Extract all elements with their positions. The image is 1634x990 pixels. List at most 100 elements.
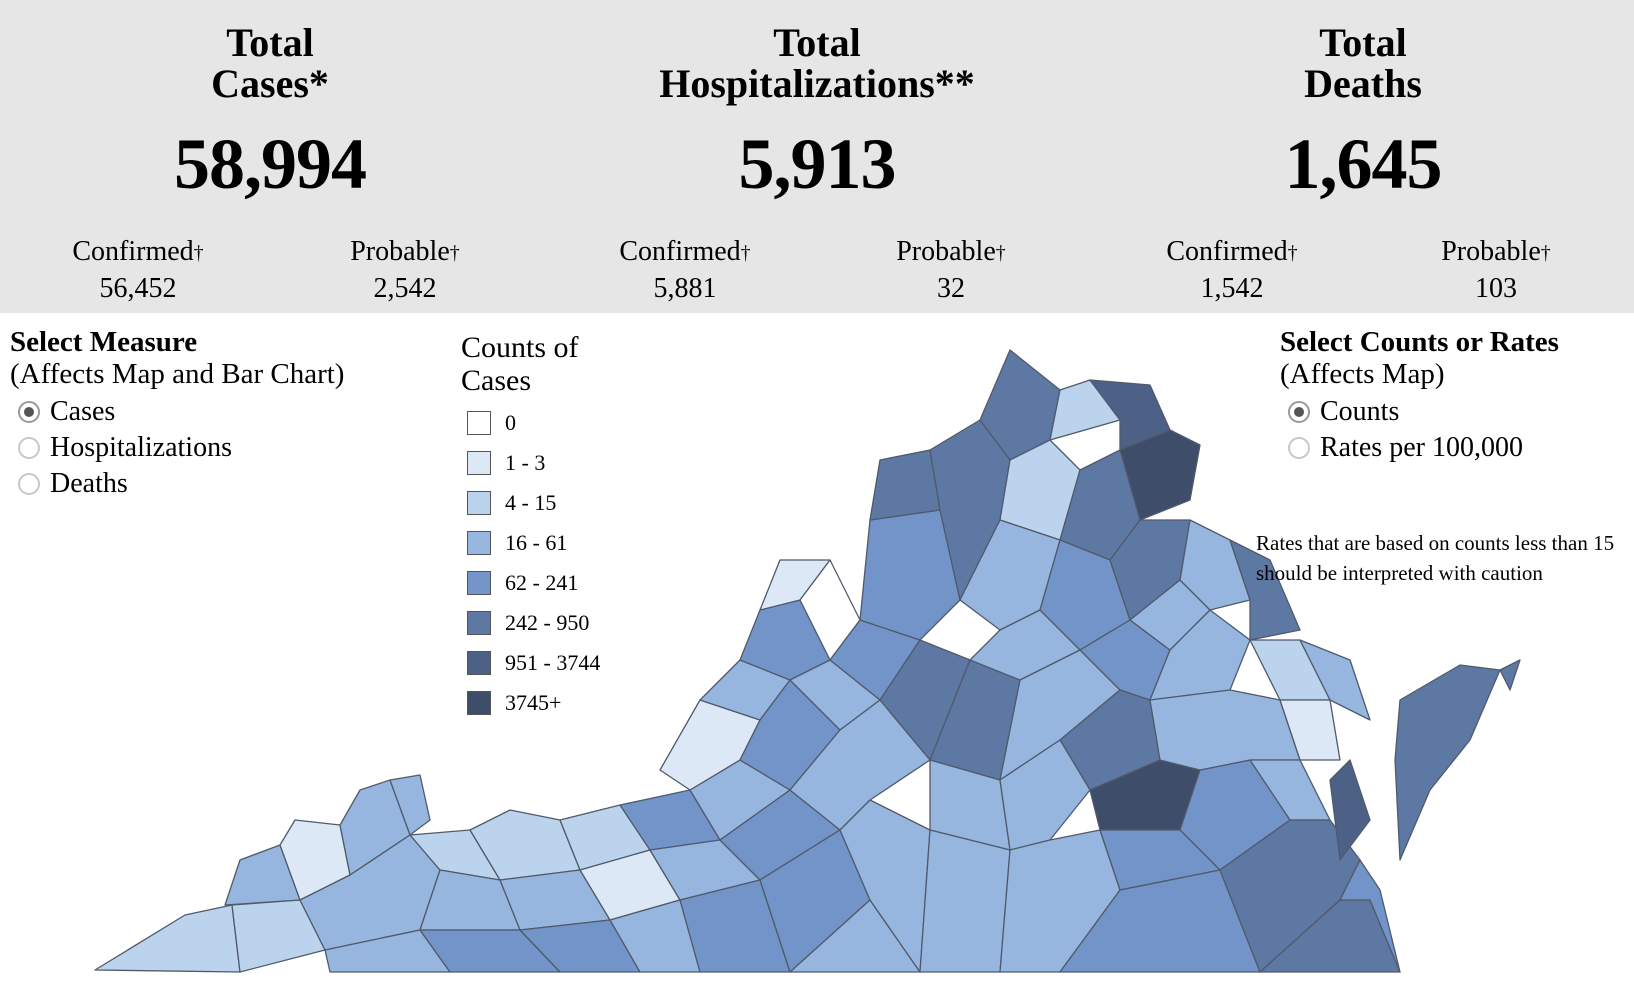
county-region[interactable] [1499, 659, 1521, 691]
legend-item: 4 - 15 [461, 483, 600, 523]
total-cases-label-line1: Total [226, 20, 314, 65]
legend-label: 242 - 950 [505, 610, 590, 635]
legend-swatch [467, 691, 491, 715]
legend-item: 242 - 950 [461, 603, 600, 643]
deaths-probable-value: 103 [1475, 273, 1517, 304]
measure-option-deaths[interactable]: Deaths [10, 466, 344, 502]
total-deaths-value: 1,645 [1284, 124, 1443, 204]
legend-swatch [467, 491, 491, 515]
dagger-mark: † [995, 242, 1006, 264]
county-region[interactable] [94, 904, 241, 973]
mode-option-label: Counts [1320, 396, 1400, 427]
county-region[interactable] [1299, 639, 1371, 721]
cases-probable: Probable† 2,542 [295, 234, 515, 307]
county-region[interactable] [919, 829, 1011, 973]
legend-label: 62 - 241 [505, 570, 579, 595]
hospitalizations-confirmed-value: 5,881 [653, 273, 717, 304]
rates-caution-note: Rates that are based on counts less than… [1256, 531, 1615, 585]
select-counts-rates-title: Select Counts or Rates [1280, 326, 1559, 358]
deaths-confirmed: Confirmed† 1,542 [1122, 234, 1342, 307]
hospitalizations-confirmed-label: Confirmed [619, 236, 741, 267]
legend-swatch [467, 611, 491, 635]
legend-swatch [467, 531, 491, 555]
mode-option-counts[interactable]: Counts [1280, 394, 1559, 430]
total-hospitalizations-label-line1: Total [773, 20, 861, 65]
cases-confirmed-label: Confirmed [72, 236, 194, 267]
deaths-confirmed-value: 1,542 [1200, 273, 1264, 304]
totals-banner: Total Cases* 58,994 Total Hospitalizatio… [0, 0, 1634, 313]
legend-label: 951 - 3744 [505, 650, 601, 675]
total-hospitalizations-value: 5,913 [738, 124, 897, 204]
county-region[interactable] [1394, 664, 1501, 861]
dagger-mark: † [193, 242, 204, 264]
legend-item: 3745+ [461, 683, 600, 723]
hospitalizations-probable-label: Probable [896, 236, 996, 267]
deaths-confirmed-label: Confirmed [1166, 236, 1288, 267]
legend-label: 3745+ [505, 690, 562, 715]
total-hospitalizations-panel: Total Hospitalizations** 5,913 [557, 22, 1077, 204]
cases-probable-label: Probable [350, 236, 450, 267]
radio-unselected-icon[interactable] [18, 437, 40, 459]
radio-selected-icon[interactable] [1288, 401, 1310, 423]
legend-swatch [467, 411, 491, 435]
cases-confirmed-value: 56,452 [99, 273, 177, 304]
legend-item: 62 - 241 [461, 563, 600, 603]
legend-swatch [467, 451, 491, 475]
deaths-probable: Probable† 103 [1386, 234, 1606, 307]
select-measure-control: Select Measure (Affects Map and Bar Char… [10, 326, 344, 502]
cases-confirmed: Confirmed† 56,452 [28, 234, 248, 307]
dagger-mark: † [449, 242, 460, 264]
county-region[interactable] [1229, 539, 1301, 641]
dagger-mark: † [1540, 242, 1551, 264]
measure-option-cases[interactable]: Cases [10, 394, 344, 430]
total-deaths-panel: Total Deaths 1,645 [1103, 22, 1623, 204]
virginia-county-map[interactable] [0, 330, 1634, 990]
total-cases-panel: Total Cases* 58,994 [10, 22, 530, 204]
cases-probable-value: 2,542 [373, 273, 437, 304]
total-deaths-label-line1: Total [1319, 20, 1407, 65]
legend-title-line2: Cases [461, 364, 531, 397]
total-hospitalizations-label-line2: Hospitalizations** [659, 61, 975, 106]
select-measure-title: Select Measure [10, 326, 198, 358]
total-cases-value: 58,994 [174, 124, 367, 204]
deaths-probable-label: Probable [1441, 236, 1541, 267]
hospitalizations-probable: Probable† 32 [841, 234, 1061, 307]
county-region[interactable] [389, 774, 431, 836]
hospitalizations-confirmed: Confirmed† 5,881 [575, 234, 795, 307]
county-region[interactable] [1339, 859, 1401, 973]
dagger-mark: † [1287, 242, 1298, 264]
radio-unselected-icon[interactable] [1288, 437, 1310, 459]
mode-option-label: Rates per 100,000 [1320, 432, 1523, 463]
county-region[interactable] [999, 739, 1091, 851]
legend-label: 1 - 3 [505, 450, 546, 475]
legend-item: 16 - 61 [461, 523, 600, 563]
map-legend: Counts of Cases 0 1 - 3 4 - 15 16 - 61 62 - … [461, 331, 600, 723]
measure-option-label: Deaths [50, 468, 128, 499]
legend-swatch [467, 651, 491, 675]
measure-option-hospitalizations[interactable]: Hospitalizations [10, 430, 344, 466]
legend-item: 0 [461, 403, 600, 443]
county-region[interactable] [1149, 689, 1301, 771]
legend-label: 4 - 15 [505, 490, 557, 515]
county-region[interactable] [1279, 699, 1341, 761]
county-region[interactable] [1179, 519, 1251, 611]
county-region[interactable] [869, 449, 941, 521]
select-counts-rates-control: Select Counts or Rates (Affects Map) Cou… [1280, 326, 1559, 466]
radio-selected-icon[interactable] [18, 401, 40, 423]
legend-label: 16 - 61 [505, 530, 568, 555]
legend-title-line1: Counts of [461, 331, 579, 364]
legend-item: 1 - 3 [461, 443, 600, 483]
select-measure-subtitle: (Affects Map and Bar Chart) [10, 358, 345, 390]
total-cases-label-line2: Cases* [211, 61, 329, 106]
legend-label: 0 [505, 410, 516, 435]
measure-option-label: Cases [50, 396, 116, 427]
mode-option-rates[interactable]: Rates per 100,000 [1280, 430, 1559, 466]
county-region[interactable] [1329, 759, 1371, 861]
hospitalizations-probable-value: 32 [937, 273, 965, 304]
county-region[interactable] [1149, 609, 1251, 701]
dagger-mark: † [740, 242, 751, 264]
total-deaths-label-line2: Deaths [1304, 61, 1422, 106]
radio-unselected-icon[interactable] [18, 473, 40, 495]
legend-swatch [467, 571, 491, 595]
measure-option-label: Hospitalizations [50, 432, 232, 463]
